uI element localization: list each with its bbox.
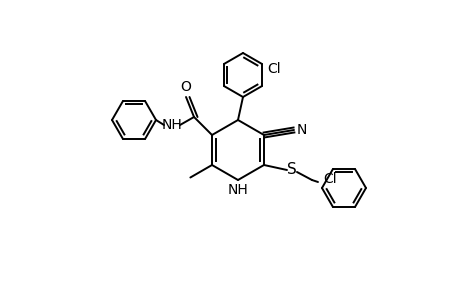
Text: S: S bbox=[286, 161, 296, 176]
Text: Cl: Cl bbox=[323, 172, 336, 186]
Text: NH: NH bbox=[161, 118, 182, 132]
Text: NH: NH bbox=[227, 183, 248, 197]
Text: O: O bbox=[180, 80, 191, 94]
Text: N: N bbox=[296, 123, 307, 137]
Text: Cl: Cl bbox=[267, 62, 280, 76]
